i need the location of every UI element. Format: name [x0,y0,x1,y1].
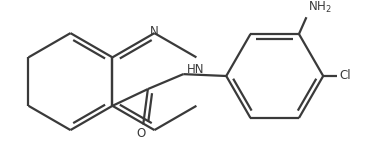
Text: Cl: Cl [339,69,351,82]
Text: HN: HN [187,63,205,76]
Text: N: N [150,25,159,38]
Text: NH$_2$: NH$_2$ [308,0,332,16]
Text: O: O [137,127,146,140]
